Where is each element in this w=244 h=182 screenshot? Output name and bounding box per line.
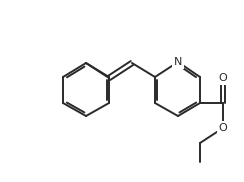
- Text: O: O: [219, 123, 227, 133]
- Text: O: O: [219, 73, 227, 83]
- Text: N: N: [174, 57, 182, 67]
